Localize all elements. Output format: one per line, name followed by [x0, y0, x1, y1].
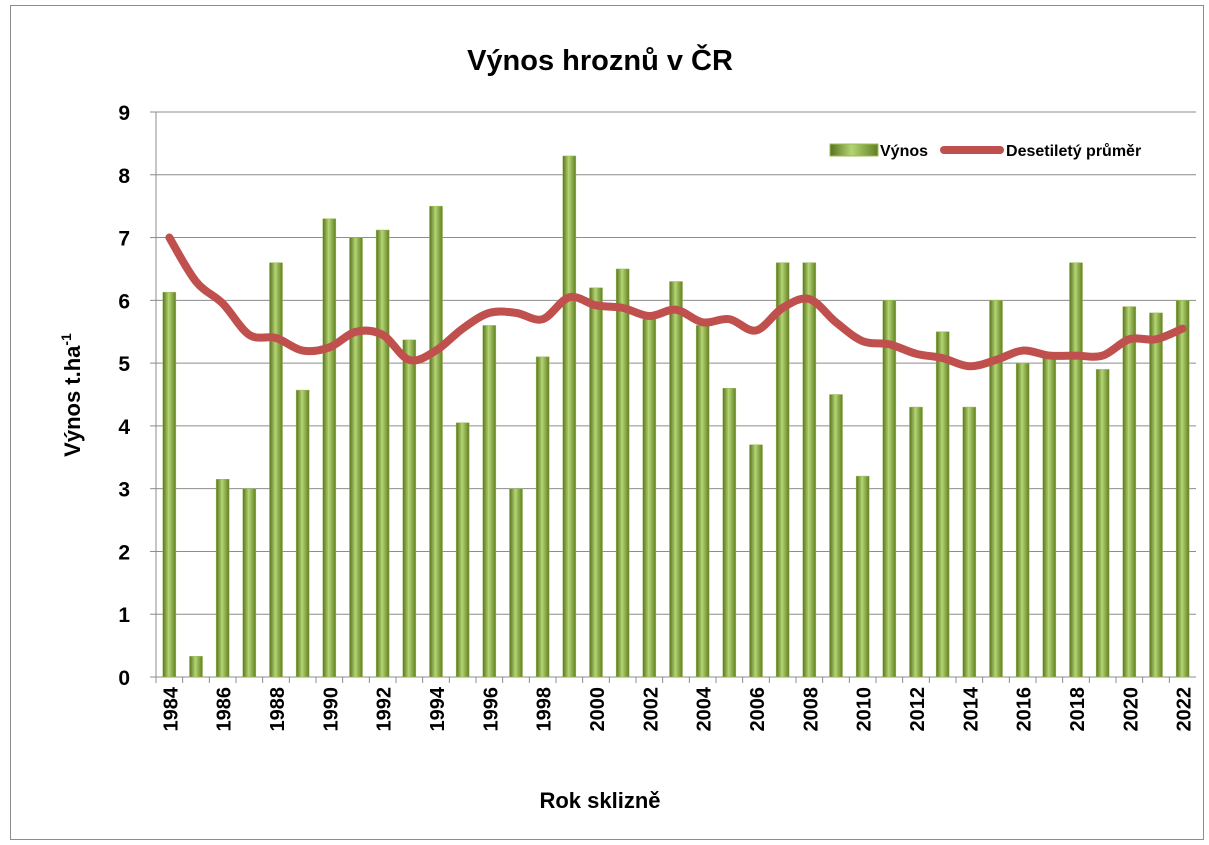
plot-area: 0 1 2 3 4 5 6 7 8 9 1984 1986 1988 1990 1992 1994 1996 19…	[118, 102, 1196, 732]
y-tick-label: 5	[118, 353, 130, 376]
bar	[642, 318, 657, 678]
y-tick-label: 7	[118, 228, 130, 251]
x-tick-label: 1990	[320, 687, 342, 732]
bar	[562, 155, 577, 678]
x-tick-label: 2016	[1014, 687, 1036, 732]
x-tick-label: 2000	[587, 687, 609, 732]
bar	[162, 291, 177, 678]
bar	[429, 205, 443, 678]
y-tick-label: 2	[118, 541, 130, 564]
line-series	[165, 233, 1187, 371]
y-tick-label: 6	[118, 290, 130, 313]
y-axis-title-sup: -1	[58, 333, 74, 346]
bar	[189, 656, 203, 678]
bar	[215, 479, 230, 678]
y-tick-label: 4	[118, 416, 130, 439]
bar	[909, 406, 923, 678]
legend: Výnos Desetiletý průměr	[829, 143, 1141, 160]
chart-border	[10, 5, 1204, 840]
bar	[1095, 369, 1110, 678]
y-axis-title-main: Výnos t.ha	[60, 345, 85, 457]
x-tick-label: 2020	[1120, 687, 1142, 732]
bar	[349, 237, 363, 678]
y-tick-label: 9	[118, 102, 130, 125]
x-tick-label: 2018	[1067, 687, 1089, 732]
bar	[1015, 362, 1030, 678]
legend-swatch	[829, 143, 879, 157]
chart-title: Výnos hroznů v ČR	[467, 43, 733, 77]
legend-label: Desetiletý průměr	[1006, 143, 1141, 160]
bar	[1149, 312, 1163, 678]
x-tick-label: 2014	[960, 686, 982, 731]
bar	[962, 406, 977, 678]
bar	[1122, 306, 1137, 678]
bar	[1069, 262, 1083, 678]
bar	[855, 475, 870, 678]
x-tick-label: 1998	[534, 687, 556, 732]
bar	[749, 444, 763, 678]
bar	[269, 262, 283, 678]
bar	[402, 339, 417, 678]
bar	[882, 300, 897, 678]
x-tick-label: 2008	[800, 687, 822, 732]
bar	[722, 387, 737, 678]
y-tick-label: 1	[118, 604, 130, 627]
x-tick-label: 2006	[747, 687, 769, 732]
x-tick-label: 2012	[907, 687, 929, 732]
x-tick-label: 2002	[640, 687, 662, 732]
bar	[295, 389, 310, 678]
bar	[669, 281, 683, 678]
legend-label: Výnos	[880, 143, 928, 160]
x-tick-label: 1996	[480, 687, 502, 732]
x-tick-label: 2022	[1174, 687, 1196, 732]
y-tick-label: 3	[118, 479, 130, 502]
bar	[775, 262, 790, 678]
bar	[482, 325, 497, 678]
bar	[989, 300, 1003, 678]
bar	[802, 262, 817, 678]
bar	[935, 331, 950, 678]
bar	[695, 325, 710, 678]
bar	[589, 287, 603, 678]
bar	[615, 268, 630, 678]
bar	[509, 488, 523, 678]
x-axis-title: Rok sklizně	[539, 788, 660, 813]
y-tick-label: 0	[118, 667, 130, 690]
bar	[535, 356, 550, 678]
y-tick-label: 8	[118, 165, 130, 188]
x-tick-label: 1994	[427, 686, 449, 731]
bar	[1175, 300, 1190, 678]
x-tick-label: 2004	[694, 686, 716, 731]
bar	[1042, 356, 1057, 678]
y-axis-title: Výnos t.ha-1	[58, 333, 85, 457]
x-tick-label: 1986	[214, 687, 236, 732]
x-tick-label: 1984	[160, 686, 182, 731]
x-tick-label: 2010	[854, 687, 876, 732]
bar	[322, 218, 337, 678]
bar	[375, 229, 390, 678]
bar	[242, 488, 257, 678]
x-tick-label: 1992	[374, 687, 396, 732]
bar	[829, 394, 843, 678]
bar	[455, 422, 470, 678]
x-tick-label: 1988	[267, 687, 289, 732]
